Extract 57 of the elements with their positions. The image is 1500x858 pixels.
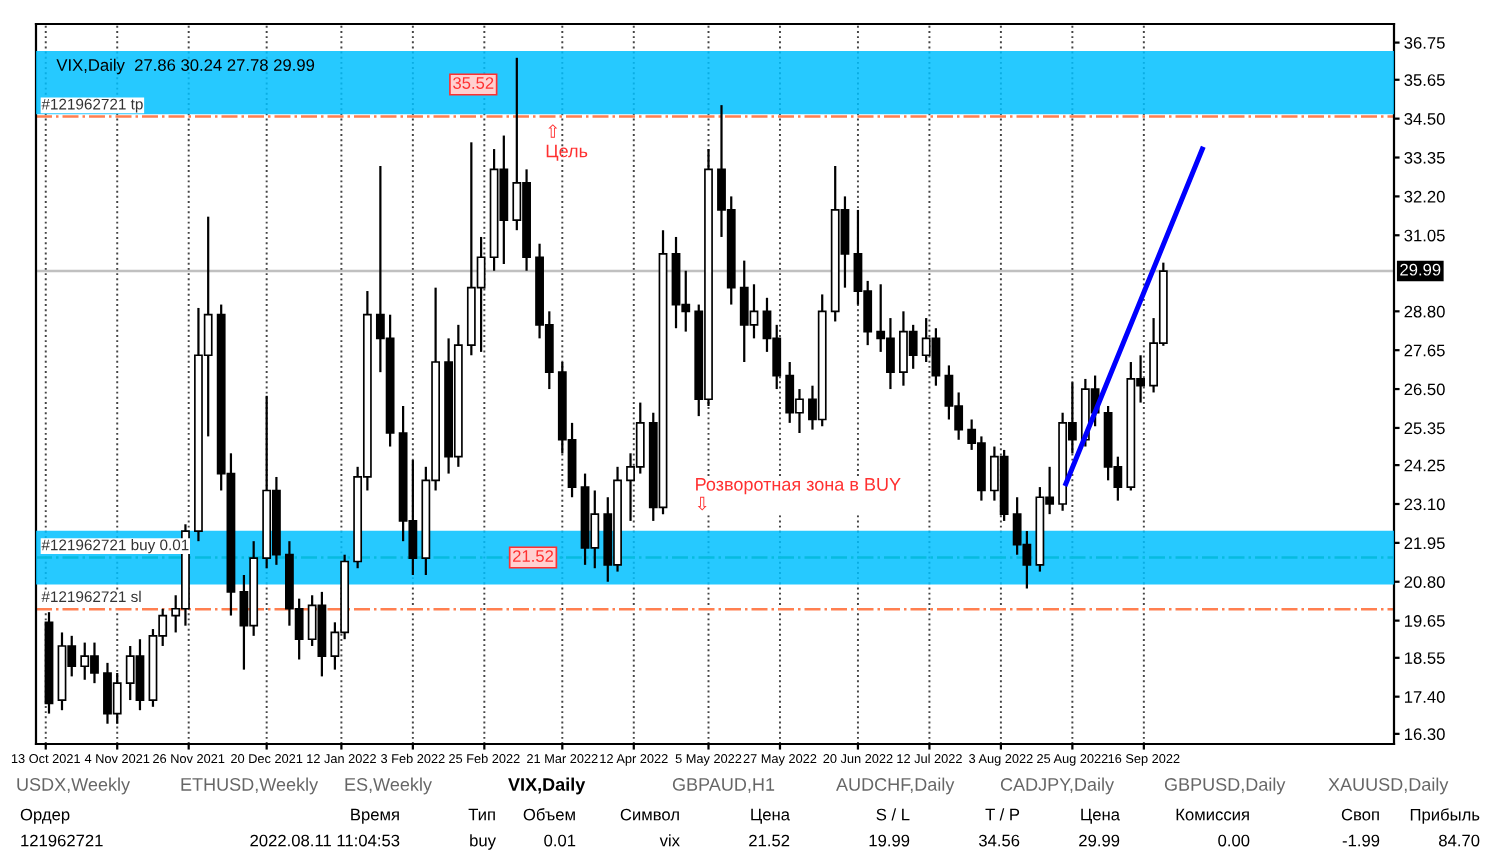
annotation: ⇧ Цель xyxy=(546,124,588,161)
y-tick-label: 20.80 xyxy=(1404,576,1445,588)
text: ETHUSD,Weekly xyxy=(181,777,319,795)
text: Символ xyxy=(620,808,679,821)
text: CADJPY,Daily xyxy=(1000,777,1115,795)
text: 29.99 xyxy=(1079,834,1120,847)
annotation: 21.52 xyxy=(513,550,554,562)
text: Ордер xyxy=(20,808,70,824)
text: VIX,Daily 27.86 30.24 27.78 29.99 xyxy=(56,58,315,75)
y-tick-label: 25.35 xyxy=(1404,422,1445,435)
text: 19.99 xyxy=(869,834,910,847)
y-tick-label: 16.30 xyxy=(1404,728,1445,741)
text: 84.70 xyxy=(1439,834,1480,847)
y-tick-label: 18.55 xyxy=(1404,652,1445,665)
text: Время xyxy=(351,808,399,824)
text: T / P xyxy=(985,808,1020,821)
text: GBPUSD,Daily xyxy=(1164,777,1286,795)
y-tick-label: 24.25 xyxy=(1404,459,1445,472)
y-tick-label: 34.50 xyxy=(1404,113,1445,125)
text: XAUUSD,Daily xyxy=(1328,777,1449,795)
y-tick-label: 26.50 xyxy=(1404,383,1445,396)
y-tick-label: 17.40 xyxy=(1404,691,1445,703)
y-tick-label: 19.65 xyxy=(1404,615,1445,627)
text: 121962721 xyxy=(21,834,103,847)
text: GBPAUD,H1 xyxy=(672,778,775,793)
y-tick-label: 23.10 xyxy=(1404,498,1445,511)
annotation: Розворотная зона в BUY ⇩ xyxy=(696,478,901,511)
text: Цена xyxy=(751,808,790,824)
text: 0.01 xyxy=(544,834,576,847)
text: ES,Weekly xyxy=(345,777,432,795)
text: 34.56 xyxy=(978,834,1020,847)
text: Цена xyxy=(1081,808,1120,824)
y-tick-label: 21.95 xyxy=(1404,537,1445,550)
text: vix xyxy=(659,834,680,847)
text: USDX,Weekly xyxy=(17,777,131,795)
y-tick-label: 35.65 xyxy=(1404,74,1445,86)
y-tick-label: 27.65 xyxy=(1404,344,1445,357)
text: Прибыль xyxy=(1410,808,1480,824)
y-tick-label: 36.75 xyxy=(1404,36,1445,49)
y-tick-label: 31.05 xyxy=(1404,229,1445,242)
annotation: 35.52 xyxy=(453,77,494,89)
ref-line-label: 29.99 xyxy=(1400,263,1441,276)
text: S / L xyxy=(876,808,910,821)
text: Комиссия xyxy=(1176,808,1249,821)
text: Своп xyxy=(1341,808,1379,821)
text: AUDCHF,Daily xyxy=(836,777,955,795)
text: -1.99 xyxy=(1342,834,1380,847)
text: 0.00 xyxy=(1218,834,1250,847)
text: buy xyxy=(470,834,496,850)
y-tick-label: 32.20 xyxy=(1404,190,1445,203)
text: VIX,Daily xyxy=(508,777,586,795)
text: 2022.08.11 11:04:53 xyxy=(250,834,400,847)
text: 21.52 xyxy=(749,834,790,847)
y-tick-label: 28.80 xyxy=(1404,305,1445,318)
text: Тип xyxy=(468,808,495,821)
y-tick-label: 33.35 xyxy=(1404,151,1445,164)
text: Объем xyxy=(523,808,575,821)
